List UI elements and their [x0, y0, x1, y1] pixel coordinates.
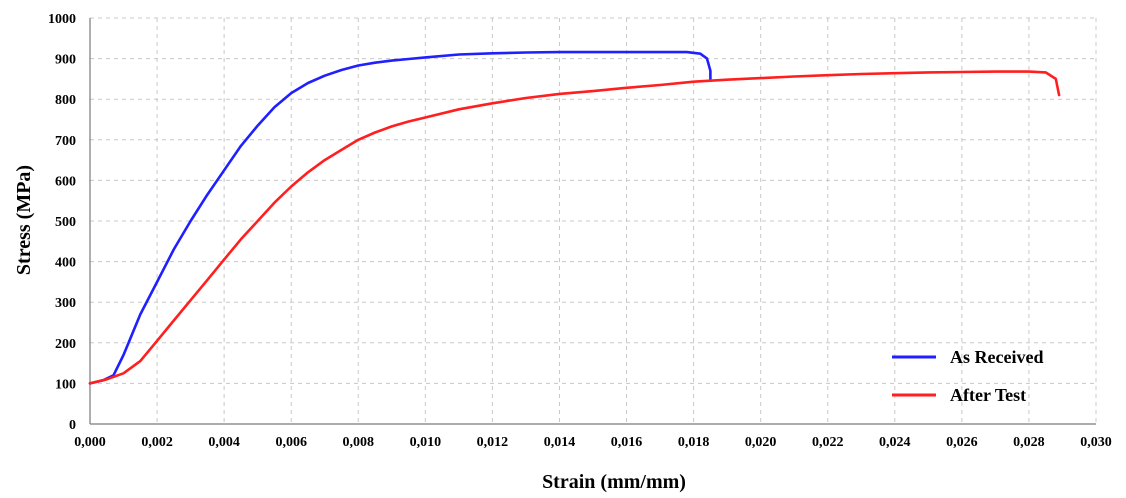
x-tick-label: 0,012 [477, 435, 509, 450]
y-axis-title: Stress (MPa) [13, 165, 35, 275]
x-tick-label: 0,028 [1013, 435, 1045, 450]
x-tick-label: 0,014 [544, 435, 576, 450]
y-tick-label: 500 [55, 215, 76, 230]
grid [90, 17, 1097, 424]
x-axis-title: Strain (mm/mm) [542, 471, 686, 493]
x-tick-label: 0,020 [745, 435, 777, 450]
x-tick-label: 0,016 [611, 435, 643, 450]
series-lines [88, 50, 1061, 385]
y-tick-label: 900 [55, 53, 76, 68]
axes: 0 100 200 300 400 500 600 700 800 900 1000 0,000 0,0… [48, 12, 1112, 450]
series-line-after-test [88, 70, 1061, 385]
legend: As Received After Test [892, 347, 1043, 405]
y-tick-label: 300 [55, 296, 76, 311]
x-tick-label: 0,024 [879, 435, 911, 450]
y-tick-label: 0 [69, 418, 76, 433]
y-tick-label: 400 [55, 256, 76, 271]
x-tick-label: 0,008 [343, 435, 375, 450]
y-tick-label: 600 [55, 174, 76, 189]
x-tick-label: 0,002 [141, 435, 173, 450]
series-line-as-received [88, 50, 712, 385]
x-tick-label: 0,026 [946, 435, 978, 450]
y-tick-label: 200 [55, 337, 76, 352]
x-tick-label: 0,030 [1080, 435, 1112, 450]
y-tick-label: 800 [55, 93, 76, 108]
x-tick-label: 0,004 [208, 435, 240, 450]
legend-label: As Received [950, 347, 1043, 367]
x-tick-label: 0,018 [678, 435, 710, 450]
legend-label: After Test [950, 385, 1026, 405]
y-tick-label: 700 [55, 134, 76, 149]
x-tick-label: 0,010 [410, 435, 442, 450]
x-tick-label: 0,006 [275, 435, 307, 450]
y-tick-label: 100 [55, 377, 76, 392]
x-tick-label: 0,000 [74, 435, 106, 450]
x-tick-label: 0,022 [812, 435, 844, 450]
y-tick-label: 1000 [48, 12, 76, 27]
